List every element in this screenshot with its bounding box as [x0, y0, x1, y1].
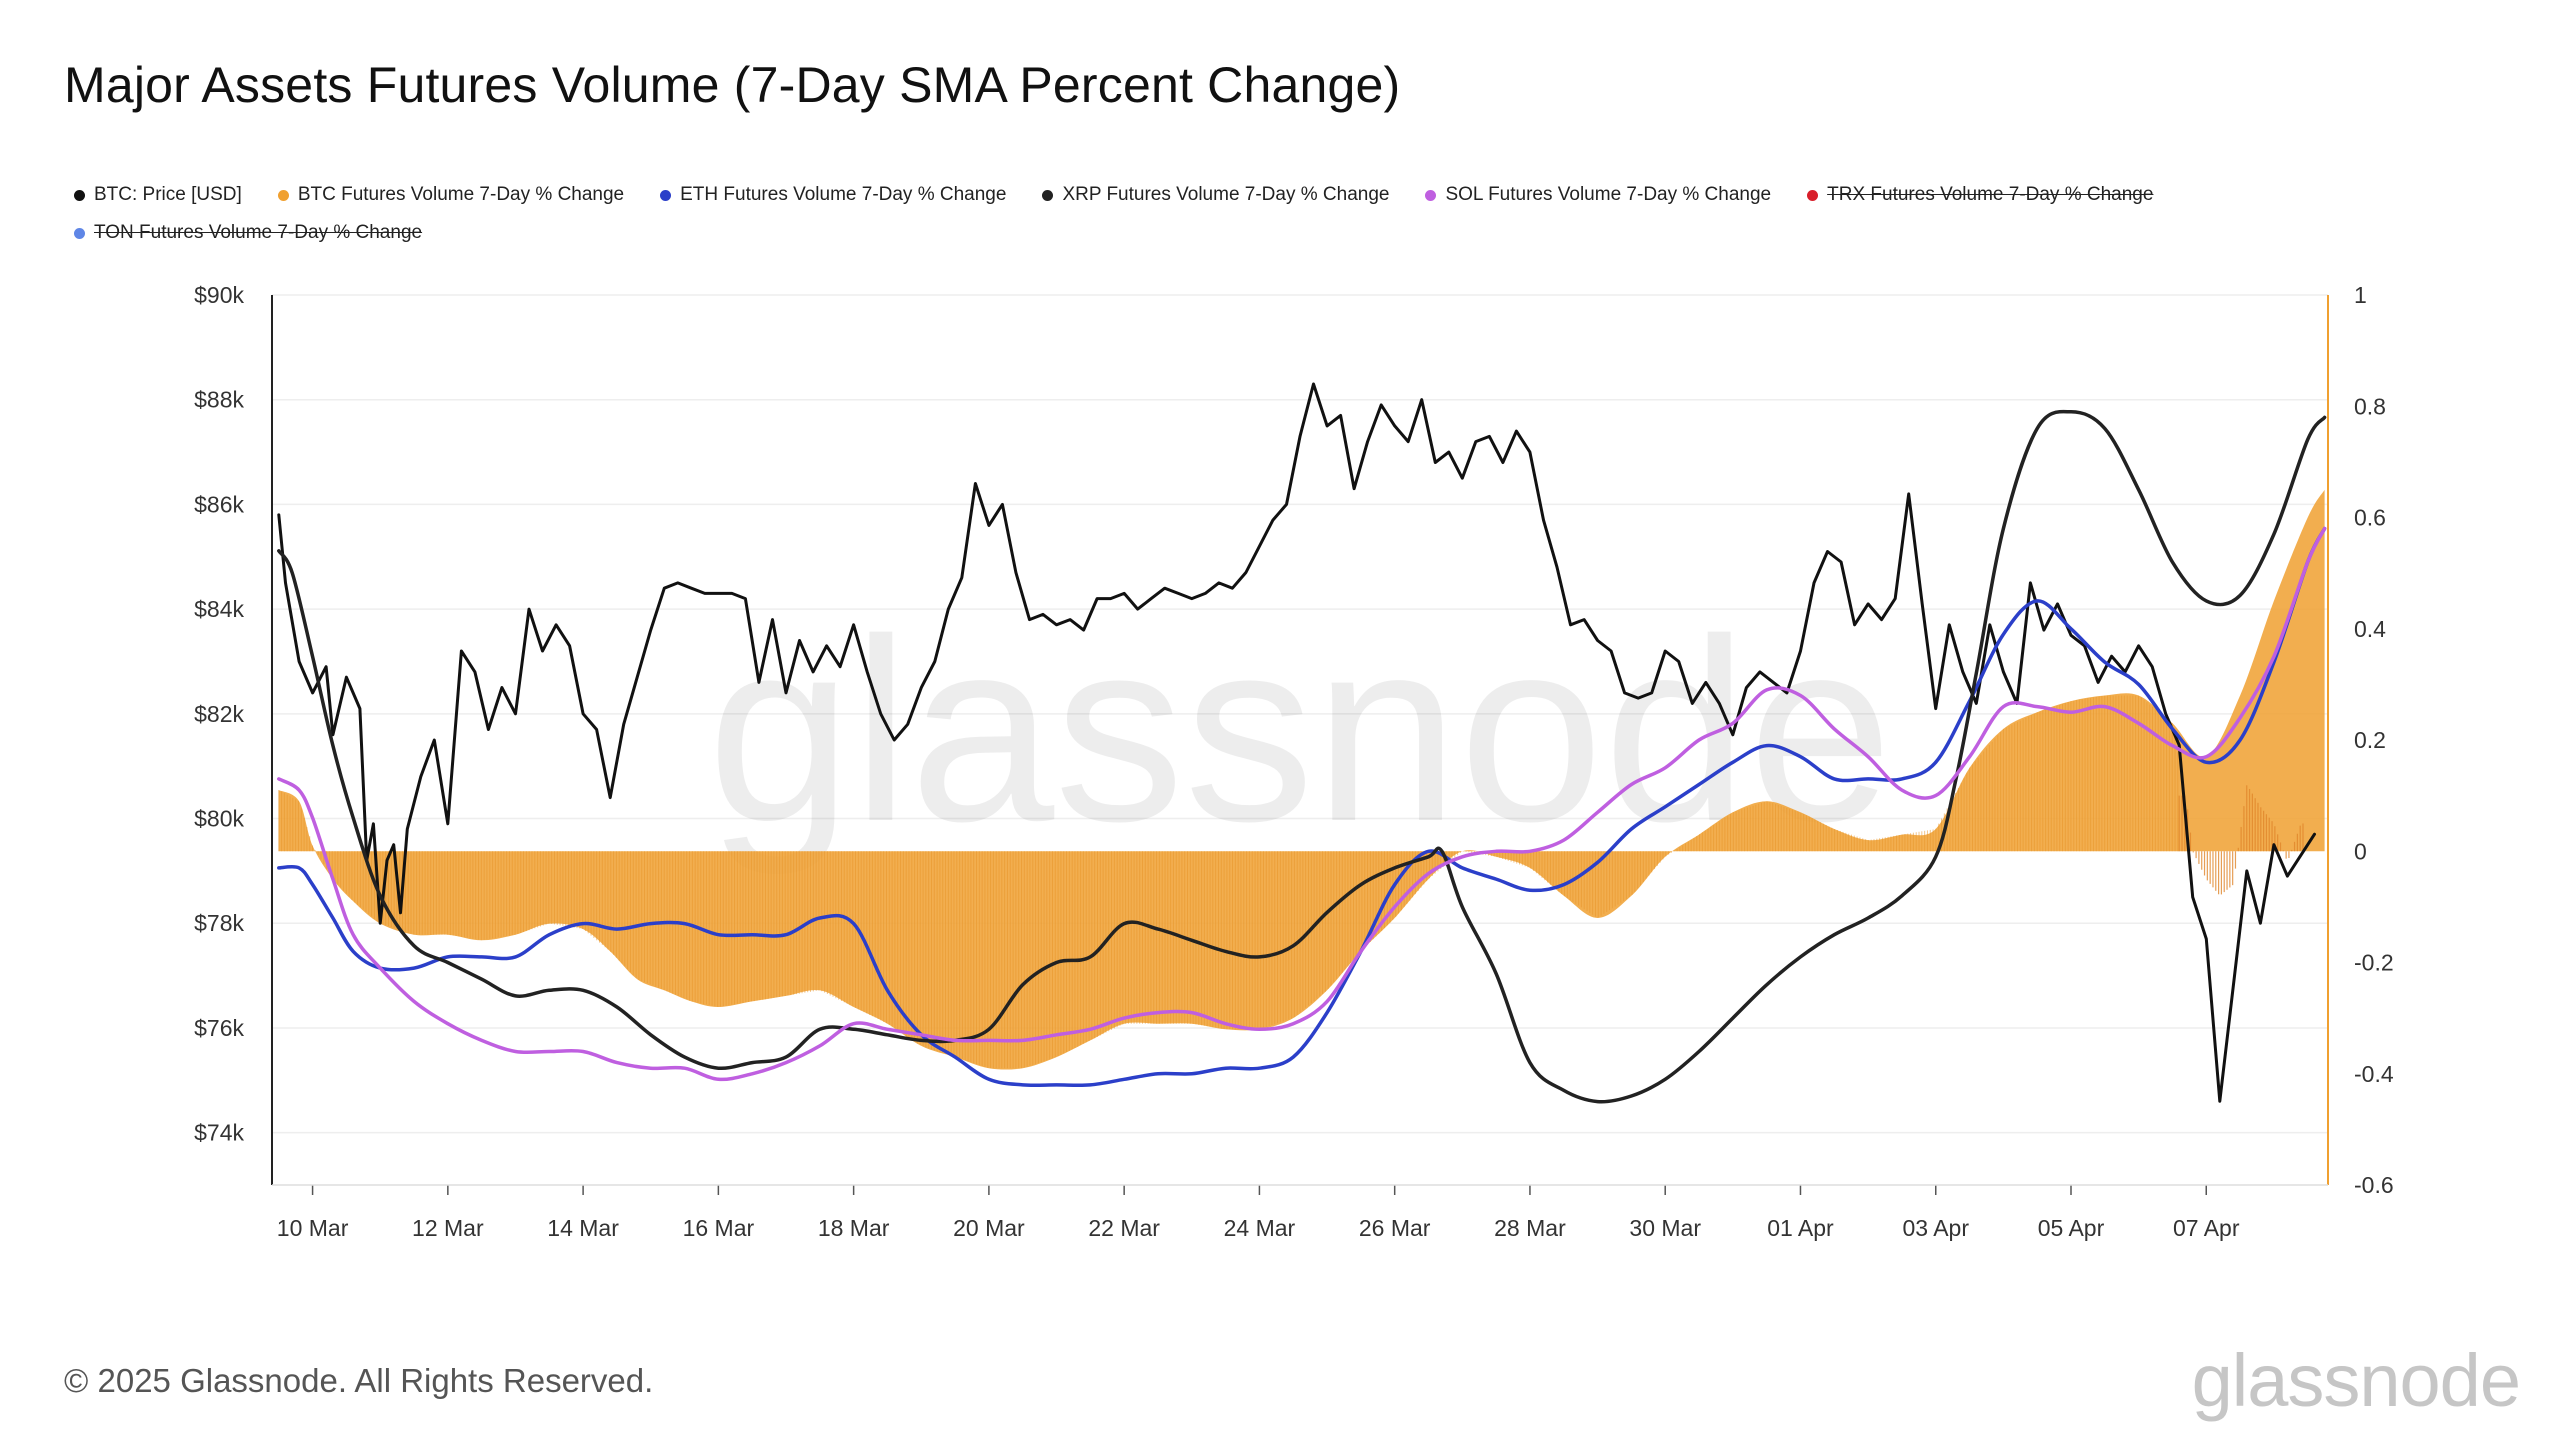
legend-dot-icon	[1042, 189, 1054, 201]
legend-item-0[interactable]: BTC: Price [USD]	[74, 176, 242, 214]
chart-title: Major Assets Futures Volume (7-Day SMA P…	[64, 57, 1401, 113]
legend-dot-icon	[660, 189, 672, 201]
legend-dot-icon	[1807, 189, 1819, 201]
legend-item-6[interactable]: TON Futures Volume 7-Day % Change	[74, 214, 422, 252]
x-tick-label: 16 Mar	[683, 1215, 755, 1241]
y-left-tick-label: $88k	[194, 387, 244, 413]
x-tick-label: 12 Mar	[412, 1215, 484, 1241]
x-tick-label: 07 Apr	[2173, 1215, 2240, 1241]
y-left-tick-label: $78k	[194, 910, 244, 936]
legend-item-4[interactable]: SOL Futures Volume 7-Day % Change	[1425, 176, 1771, 214]
x-tick-label: 10 Mar	[277, 1215, 349, 1241]
legend-label: BTC: Price [USD]	[94, 184, 242, 205]
axes: $90k $88k $86k $84k $82k $80k $78k $76k $74k 1 0.8…	[194, 282, 2394, 1241]
x-tick-label: 18 Mar	[818, 1215, 890, 1241]
y-right-tick-label: -0.4	[2354, 1061, 2394, 1087]
y-left-tick-label: $80k	[194, 806, 244, 832]
y-left-tick-label: $76k	[194, 1015, 244, 1041]
legend-label: XRP Futures Volume 7-Day % Change	[1062, 184, 1390, 205]
x-tick-label: 03 Apr	[1902, 1215, 1969, 1241]
y-right-tick-label: 0.8	[2354, 393, 2386, 419]
legend-label: SOL Futures Volume 7-Day % Change	[1445, 184, 1772, 205]
y-right-tick-label: -0.6	[2354, 1172, 2394, 1198]
y-left-tick-label: $84k	[194, 596, 244, 622]
x-tick-label: 22 Mar	[1088, 1215, 1160, 1241]
x-tick-label: 26 Mar	[1359, 1215, 1431, 1241]
legend-label: TRX Futures Volume 7-Day % Change	[1827, 184, 2154, 205]
legend-item-5[interactable]: TRX Futures Volume 7-Day % Change	[1807, 176, 2153, 214]
x-tick-label: 20 Mar	[953, 1215, 1025, 1241]
series-line-eth	[277, 526, 2327, 1088]
y-right-tick-label: 1	[2354, 282, 2367, 308]
series-line-btc	[277, 382, 2316, 1103]
legend-dot-icon	[74, 227, 85, 239]
x-tick-label: 24 Mar	[1224, 1215, 1296, 1241]
x-tick-label: 30 Mar	[1629, 1215, 1701, 1241]
legend-label: ETH Futures Volume 7-Day % Change	[680, 184, 1007, 205]
y-right-tick-label: 0.4	[2354, 616, 2386, 642]
legend: BTC: Price [USD] BTC Futures Volume 7-Day…	[74, 176, 2374, 252]
y-right-tick-label: 0.2	[2354, 727, 2386, 753]
legend-item-2[interactable]: ETH Futures Volume 7-Day % Change	[660, 176, 1006, 214]
x-tick-label: 14 Mar	[547, 1215, 619, 1241]
series-line-xrp	[277, 409, 2327, 1104]
y-right-tick-label: -0.2	[2354, 950, 2394, 976]
legend-item-1[interactable]: BTC Futures Volume 7-Day % Change	[277, 176, 625, 214]
series-lines	[277, 382, 2327, 1104]
legend-label: TON Futures Volume 7-Day % Change	[94, 222, 423, 243]
brand-logo[interactable]: glassnode	[2191, 1339, 2521, 1422]
y-left-tick-label: $86k	[194, 491, 244, 517]
y-right-tick-label: 0.6	[2354, 505, 2386, 531]
legend-dot-icon	[277, 189, 289, 201]
btc-volume-area	[278, 489, 2325, 1070]
legend-label: BTC Futures Volume 7-Day % Change	[297, 184, 625, 205]
legend-item-3[interactable]: XRP Futures Volume 7-Day % Change	[1042, 176, 1389, 214]
legend-dot-icon	[74, 189, 85, 201]
series-line-sol	[277, 526, 2327, 1082]
copyright-text: © 2025 Glassnode. All Rights Reserved.	[64, 1362, 654, 1399]
x-tick-label: 05 Apr	[2038, 1215, 2105, 1241]
y-left-tick-label: $74k	[194, 1120, 244, 1146]
y-left-tick-label: $82k	[194, 701, 244, 727]
x-tick-label: 01 Apr	[1767, 1215, 1834, 1241]
legend-dot-icon	[1425, 189, 1437, 201]
x-tick-label: 28 Mar	[1494, 1215, 1566, 1241]
y-left-tick-label: $90k	[194, 282, 244, 308]
watermark-text: glassnode	[707, 586, 1892, 877]
y-right-tick-label: 0	[2354, 838, 2367, 864]
watermark: glassnode	[707, 586, 1892, 877]
